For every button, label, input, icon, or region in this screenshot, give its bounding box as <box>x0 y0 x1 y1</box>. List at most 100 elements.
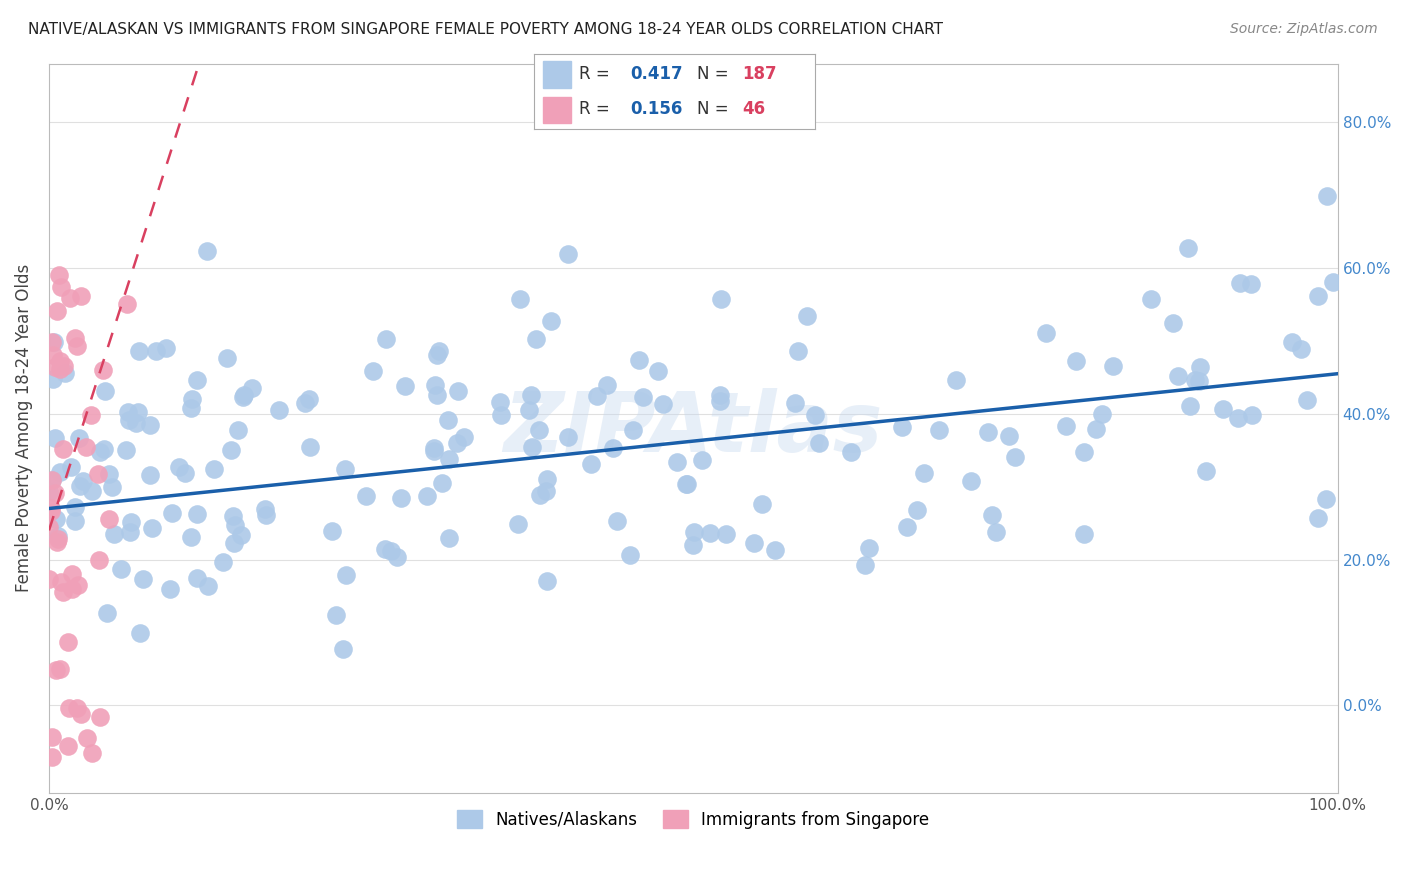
Point <box>41 730 63 744</box>
Point <box>46 535 69 549</box>
Point <box>785 396 807 410</box>
Point <box>1184 373 1206 387</box>
Point <box>1289 342 1312 356</box>
Point <box>517 402 540 417</box>
Point <box>41 750 63 764</box>
Point <box>716 527 738 541</box>
Point <box>984 525 1007 540</box>
Point <box>1308 288 1330 302</box>
Point <box>38 519 60 533</box>
Point <box>665 455 688 469</box>
Point <box>905 502 928 516</box>
Point <box>389 491 412 506</box>
Point <box>509 292 531 306</box>
Point <box>446 436 468 450</box>
Point <box>540 314 562 328</box>
Point <box>374 332 396 346</box>
Point <box>928 423 950 437</box>
Point <box>651 397 673 411</box>
Point <box>58 635 80 649</box>
Point <box>45 663 67 677</box>
Point <box>557 429 579 443</box>
Point <box>86 467 108 482</box>
Point <box>1102 359 1125 374</box>
Point <box>254 508 277 522</box>
Point <box>69 289 91 303</box>
Point <box>44 359 66 374</box>
Point <box>253 502 276 516</box>
Point <box>160 507 183 521</box>
Text: 0.156: 0.156 <box>630 100 682 119</box>
Point <box>117 297 139 311</box>
Point <box>1177 241 1199 255</box>
Y-axis label: Female Poverty Among 18-24 Year Olds: Female Poverty Among 18-24 Year Olds <box>15 264 32 592</box>
Point <box>385 549 408 564</box>
Point <box>1064 354 1087 368</box>
Point <box>977 425 1000 440</box>
Point <box>91 362 114 376</box>
Point <box>709 394 731 409</box>
Point <box>1229 276 1251 290</box>
Point <box>89 710 111 724</box>
Point <box>335 567 357 582</box>
Point <box>56 739 79 753</box>
Point <box>53 366 76 380</box>
Point <box>52 442 75 456</box>
Point <box>1296 392 1319 407</box>
Point <box>197 579 219 593</box>
Point <box>167 460 190 475</box>
Point <box>118 413 141 427</box>
Point <box>751 497 773 511</box>
Point <box>1195 464 1218 478</box>
Point <box>426 388 449 402</box>
Point <box>361 364 384 378</box>
Point <box>231 527 253 541</box>
Point <box>38 573 60 587</box>
Point <box>1188 360 1211 375</box>
Point <box>1240 408 1263 422</box>
Point <box>39 503 62 517</box>
Point <box>97 512 120 526</box>
Point <box>1167 369 1189 384</box>
Point <box>63 330 86 344</box>
Point <box>945 373 967 387</box>
Point <box>48 362 70 376</box>
Point <box>70 706 93 721</box>
Point <box>173 467 195 481</box>
Point <box>65 500 87 514</box>
Point <box>46 529 69 543</box>
Text: N =: N = <box>697 100 734 119</box>
Point <box>186 570 208 584</box>
Point <box>1178 399 1201 413</box>
Point <box>436 412 458 426</box>
Point <box>1161 316 1184 330</box>
Point <box>690 452 713 467</box>
Point <box>117 405 139 419</box>
Point <box>80 483 103 498</box>
Point <box>453 430 475 444</box>
Point <box>619 549 641 563</box>
Point <box>93 442 115 456</box>
Point <box>41 473 63 487</box>
Text: 0.417: 0.417 <box>630 65 682 83</box>
Point <box>425 378 447 392</box>
Point <box>699 525 721 540</box>
Point <box>186 373 208 387</box>
Point <box>49 575 72 590</box>
Point <box>49 662 72 676</box>
Point <box>981 508 1004 522</box>
Point <box>195 244 218 259</box>
Point <box>59 291 82 305</box>
Point <box>221 443 243 458</box>
Point <box>63 514 86 528</box>
Point <box>1239 277 1261 291</box>
Point <box>41 348 63 362</box>
Point <box>215 351 238 365</box>
Point <box>48 465 70 479</box>
Point <box>41 473 63 487</box>
Point <box>46 304 69 318</box>
Point <box>621 423 644 437</box>
Point <box>430 476 453 491</box>
Point <box>527 423 550 437</box>
Point <box>60 582 83 596</box>
